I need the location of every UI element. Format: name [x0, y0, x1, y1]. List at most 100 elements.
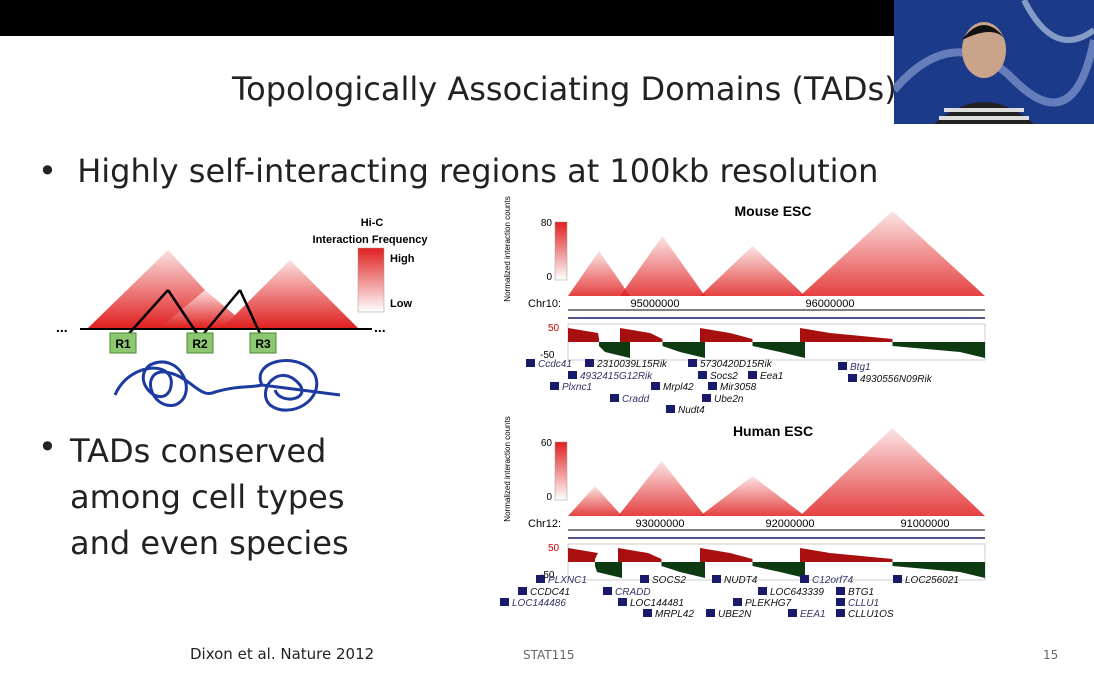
gene-block — [526, 359, 535, 367]
gene-block — [640, 575, 649, 583]
heatmap-domain — [700, 476, 805, 516]
gene-block — [712, 575, 721, 583]
gene-block — [836, 598, 845, 606]
bullet-text: Highly self-interacting regions at 100kb… — [77, 152, 879, 190]
chrom-label: Chr10: — [528, 298, 561, 310]
scale-max: 80 — [541, 218, 553, 229]
di-positive — [568, 328, 599, 342]
gene-label: CCDC41 — [530, 587, 570, 598]
ellipsis: ... — [56, 319, 68, 335]
gene-block — [688, 359, 697, 367]
panel-title: Human ESC — [733, 423, 813, 439]
gene-block — [568, 371, 577, 379]
gene-block — [666, 405, 675, 413]
bullet: • Highly self-interacting regions at 100… — [38, 152, 879, 190]
gene-block — [698, 371, 707, 379]
di-positive — [800, 548, 893, 562]
gene-label: Mrpl42 — [663, 382, 694, 393]
gene-label: Nudt4 — [678, 405, 705, 416]
gene-block — [518, 587, 527, 595]
gene-label: UBE2N — [718, 609, 752, 620]
di-positive — [568, 548, 598, 562]
chrom-label: Chr12: — [528, 518, 561, 530]
gene-label: PLXNC1 — [548, 575, 587, 586]
gene-block — [585, 359, 594, 367]
gene-block — [748, 371, 757, 379]
heatmap-domain — [568, 251, 630, 296]
y-label: Normalized interaction counts — [503, 196, 512, 301]
mouse-panel: Mouse ESC Normalized interaction counts 80… — [503, 196, 986, 416]
page-number: 15 — [1043, 648, 1059, 662]
gene-label: PLEKHG7 — [745, 598, 792, 609]
gene-block — [706, 609, 715, 617]
gene-label: Eea1 — [760, 371, 783, 382]
y-label: Normalized interaction counts — [503, 416, 512, 521]
bullet: • — [38, 428, 57, 466]
gene-block — [550, 382, 559, 390]
course: STAT115 — [523, 648, 575, 662]
heatmap-domain — [568, 486, 622, 516]
gene-block — [610, 394, 619, 402]
left-figure: Hi-C Interaction Frequency High Low ... … — [56, 217, 429, 412]
gene-label: CLLU1OS — [848, 609, 894, 620]
gene-block — [651, 382, 660, 390]
gene-label: Ube2n — [714, 394, 744, 405]
scale-min: 0 — [546, 492, 552, 503]
gene-label: 4930556N09Rik — [860, 374, 933, 385]
heatmap-domain — [700, 246, 805, 296]
bullet-text: TADs conserved among cell types and even… — [70, 432, 349, 562]
di-negative — [662, 342, 705, 358]
legend-title: Hi-C — [361, 217, 384, 229]
gene-block — [836, 609, 845, 617]
webcam — [894, 0, 1094, 124]
di-positive — [700, 548, 753, 562]
gene-block — [838, 362, 847, 370]
di-positive — [620, 328, 663, 342]
heatmap-domain — [618, 461, 705, 516]
panel-title: Mouse ESC — [734, 203, 811, 219]
human-panel: Human ESC Normalized interaction counts 60… — [500, 416, 986, 620]
legend-high: High — [390, 253, 415, 265]
gene-block — [708, 382, 717, 390]
gene-block — [536, 575, 545, 583]
position-label: 92000000 — [766, 518, 815, 530]
legend-title: Interaction Frequency — [313, 234, 429, 246]
gene-label: Socs2 — [710, 371, 738, 382]
gene-label: 2310039L15Rik — [596, 359, 668, 370]
gene-block — [618, 598, 627, 606]
gene-label: MRPL42 — [655, 609, 694, 620]
gene-label: 4932415G12Rik — [580, 371, 653, 382]
gene-block — [836, 587, 845, 595]
position-label: 93000000 — [636, 518, 685, 530]
gene-block — [500, 598, 509, 606]
gene-label: 5730420D15Rik — [700, 359, 773, 370]
gene-block — [788, 609, 797, 617]
legend-low: Low — [390, 298, 412, 310]
scale-max: 60 — [541, 438, 553, 449]
citation: Dixon et al. Nature 2012 — [190, 645, 375, 663]
gene-block — [800, 575, 809, 583]
gene-label: LOC144481 — [630, 598, 684, 609]
di-negative — [892, 342, 985, 358]
gene-block — [893, 575, 902, 583]
gene-block — [758, 587, 767, 595]
heatmap-domain — [800, 211, 985, 296]
scale-bar — [554, 221, 568, 281]
gene-block — [603, 587, 612, 595]
gene-label: EEA1 — [800, 609, 826, 620]
gene-block — [733, 598, 742, 606]
gene-label: NUDT4 — [724, 575, 758, 586]
di-positive — [800, 328, 893, 342]
gene-label: Mir3058 — [720, 382, 757, 393]
scale-bar — [554, 441, 568, 501]
di-max: 50 — [548, 543, 560, 554]
region-label: R2 — [192, 337, 208, 351]
di-min: -50 — [540, 350, 555, 361]
ellipsis: ... — [374, 319, 386, 335]
position-label: 95000000 — [631, 298, 680, 310]
gene-label: Plxnc1 — [562, 382, 592, 393]
heatmap-domain — [620, 236, 705, 296]
region-label: R3 — [255, 337, 271, 351]
